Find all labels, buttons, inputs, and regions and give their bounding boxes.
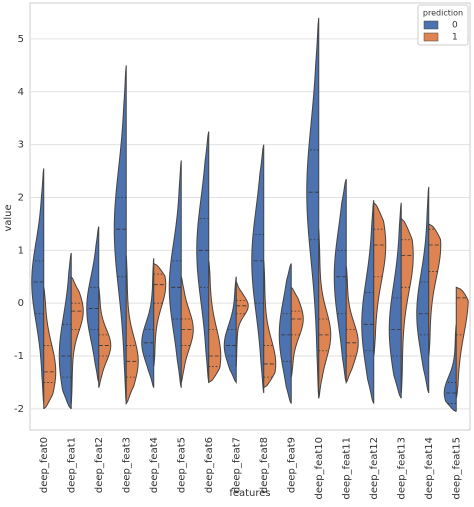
x-tick-label: deep_feat4 [149,437,160,493]
x-tick-label: deep_feat11 [341,437,352,499]
violin-half [345,266,359,385]
x-tick-label: deep_feat10 [314,437,325,499]
violin-half [58,252,72,410]
violin-half [306,17,320,399]
violin-half [141,258,155,388]
violin-half [400,217,414,394]
legend-label: 0 [452,21,458,31]
x-tick-label: deep_feat15 [451,437,462,499]
x-tick-label: deep_feat12 [369,437,380,499]
violin-half [113,65,127,404]
x-tick-label: deep_feat7 [231,437,242,493]
violin-half [333,178,347,383]
violin-half [361,200,375,404]
violin-half [98,287,112,388]
violin-half [443,324,457,412]
legend: prediction 0 1 [417,4,469,46]
y-tick-label: 0 [18,298,24,309]
y-tick-label: -2 [14,404,24,415]
x-tick-label: deep_feat13 [396,437,407,499]
x-tick-label: deep_feat2 [94,437,105,493]
violin-half [153,262,167,367]
violin-half [290,286,304,378]
legend-swatch [423,32,439,42]
violin-half [263,260,277,389]
legend-title: prediction [423,9,463,18]
x-tick-label: deep_feat0 [39,437,50,493]
violin-half [70,276,84,404]
violin-half [373,201,387,357]
y-tick-label: 3 [18,140,24,151]
violin-half [86,226,100,383]
x-tick-label: deep_feat5 [176,437,187,493]
violin-half [168,160,182,388]
violin-half [235,281,249,367]
x-tick-label: deep_feat3 [121,437,132,493]
violin-half [208,260,222,384]
violin-half [455,286,469,399]
y-tick-label: 2 [18,192,24,203]
violin-half [223,276,237,384]
violin-half [428,223,442,357]
violin-half [251,144,265,394]
violin-half [318,229,332,399]
x-tick-label: deep_feat14 [424,437,435,499]
y-tick-label: -1 [14,351,24,362]
x-tick-label: deep_feat9 [286,437,297,493]
x-tick-label: deep_feat6 [204,437,215,493]
legend-label: 1 [452,33,458,43]
x-tick-label: deep_feat1 [66,437,77,493]
violin-half [125,255,139,406]
x-axis-label: features [229,488,270,499]
violin-half [43,287,57,410]
legend-swatch [423,20,439,30]
violin-half [388,202,402,399]
y-tick-label: 1 [18,245,24,256]
y-tick-label: 4 [18,87,24,98]
violin-half [416,186,430,394]
violin-half [31,168,45,404]
violin-half [196,131,210,383]
violin-half [278,263,292,404]
x-tick-label: deep_feat8 [259,437,270,493]
y-tick-label: 5 [18,34,24,45]
y-axis-label: value [3,204,14,231]
